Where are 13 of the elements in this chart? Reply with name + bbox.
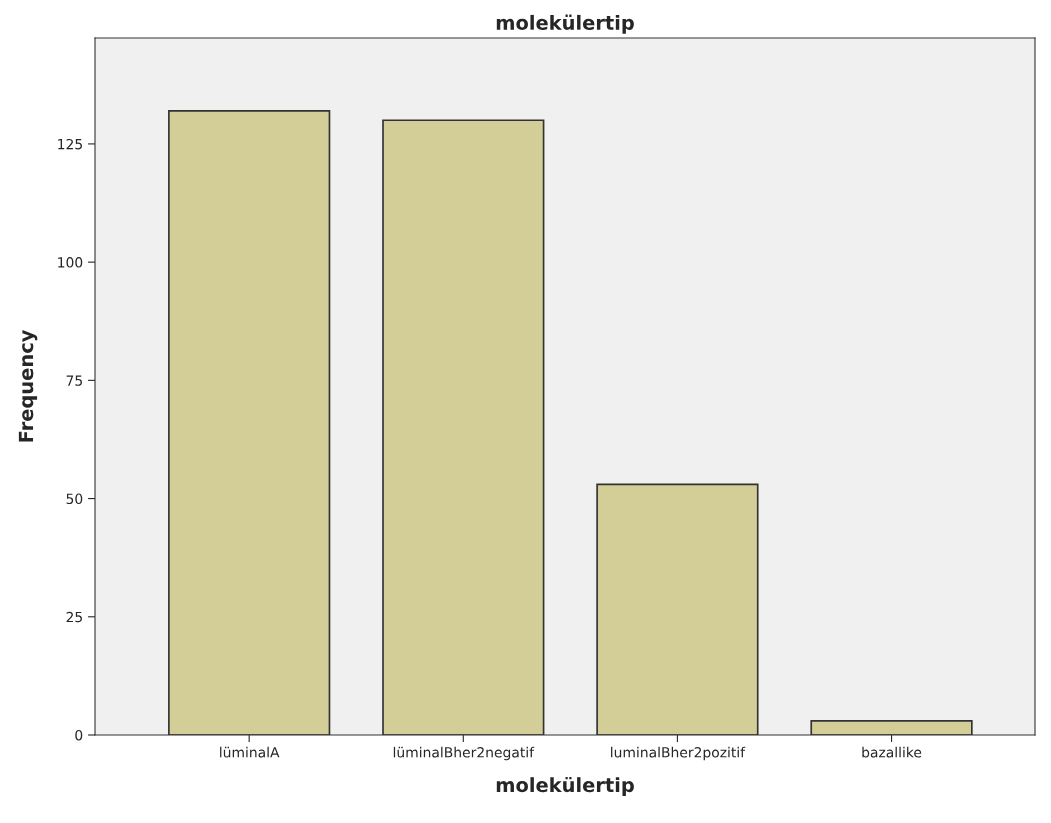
x-tick-label: luminalBher2pozitif	[611, 746, 746, 761]
y-tick-label: 25	[66, 611, 82, 623]
y-axis-title: Frequency	[18, 329, 38, 442]
y-tick-label: 0	[75, 729, 83, 741]
x-tick-label: lüminalBher2negatif	[393, 746, 535, 761]
y-tick-label: 50	[66, 493, 83, 505]
x-axis-title: molekülertip	[496, 776, 634, 797]
y-tick-label: 125	[58, 138, 82, 150]
y-tick-label: 75	[66, 375, 82, 386]
y-tick-label: 100	[58, 257, 83, 268]
x-tick-label: bazallike	[862, 746, 922, 758]
x-tick-label: lüminalA	[220, 746, 280, 758]
chart-title: molekülertip	[496, 14, 634, 34]
